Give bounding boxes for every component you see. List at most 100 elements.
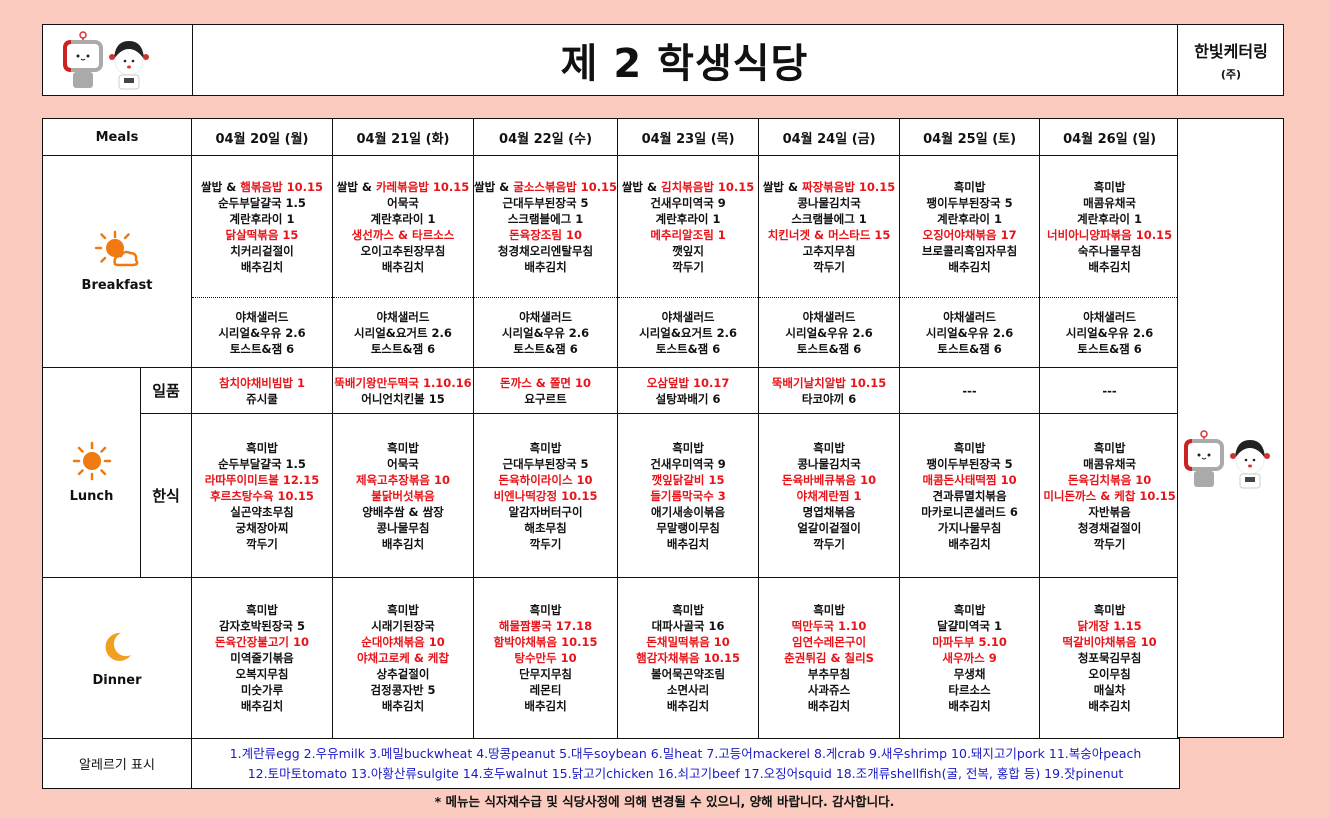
menu-item: 단무지무침 xyxy=(519,667,572,681)
menu-item-name: 깻잎닭갈비 15 xyxy=(651,472,725,487)
lunch-hansik-cell: 흑미밥 어묵국 제육고추장볶음 10 불닭버섯볶음 양배추쌈 & 쌈장 콩나물무침 배추김치 xyxy=(332,413,474,578)
menu-item: 깻잎닭갈비 15 xyxy=(618,472,758,488)
menu-item: 새우까스 9 xyxy=(900,650,1039,666)
menu-item: 배추김치 xyxy=(666,699,710,713)
menu-item: 불닭버섯볶음 xyxy=(333,488,473,504)
menu-item: 콩나물무침 xyxy=(376,520,430,535)
menu-item: 후르츠탕수육 10.15 xyxy=(192,488,332,504)
menu-item: 쌀밥 & 햄볶음밥 10.15 xyxy=(192,179,332,195)
menu-item: 깍두기 xyxy=(813,536,845,551)
menu-item: 떡갈비야채볶음 10 xyxy=(1040,634,1179,650)
menu-item: 돈까스 & 쫄면 10 xyxy=(474,375,617,391)
lunch-sub-ilpum: 일품 xyxy=(140,367,192,414)
menu-item-name: 돈육바베큐볶음 10 xyxy=(782,472,877,487)
menu-item: 오징어야채볶음 17 xyxy=(900,227,1039,243)
menu-item-name: 떡만두국 1.10 xyxy=(791,619,867,633)
mascot-logo xyxy=(43,25,193,95)
menu-item: 토스트&잼 6 xyxy=(229,341,295,356)
breakfast-extra-cell: 야채샐러드 시리얼&우유 2.6 토스트&잼 6 xyxy=(758,297,901,368)
dinner-cell: 흑미밥 시래기된장국 순대야채볶음 10 야채고로케 & 케찹 상추겉절이 검정콩자반 5… xyxy=(332,577,474,739)
menu-item-name: 떡갈비야채볶음 10 xyxy=(1062,635,1157,649)
menu-item: 흑미밥 xyxy=(672,603,704,617)
menu-item: 시리얼&우유 2.6 xyxy=(501,325,590,340)
menu-item-name: 굴소스볶음밥 10.15 xyxy=(513,179,618,194)
menu-item: 사과쥬스 xyxy=(807,683,851,697)
menu-item: 배추김치 xyxy=(948,699,991,713)
menu-item: 야채샐러드 xyxy=(802,309,856,324)
menu-item: 햄감자채볶음 10.15 xyxy=(618,650,758,666)
menu-item: 제육고추장볶음 10 xyxy=(333,472,473,488)
menu-item: 흑미밥 xyxy=(529,603,562,617)
menu-item-name: 함박야채볶음 10.15 xyxy=(493,635,598,649)
menu-item: 어묵국 xyxy=(387,195,419,210)
menu-item: 흑미밥 xyxy=(246,603,278,617)
menu-item-name: 닭살떡볶음 15 xyxy=(225,227,299,242)
menu-item: 얼갈이겉절이 xyxy=(797,520,861,535)
menu-item-prefix: 쌀밥 & xyxy=(201,179,241,194)
breakfast-extra-cell: 야채샐러드 시리얼&요거트 2.6 토스트&잼 6 xyxy=(617,297,760,368)
menu-item-name: 매콤돈사태떡찜 10 xyxy=(922,472,1017,487)
menu-item-name: 돈육장조림 10 xyxy=(509,227,582,242)
sun-cloud-icon xyxy=(95,230,139,267)
menu-item: 볼어묵곤약조림 xyxy=(651,667,726,681)
menu-item-name: 야채고로케 & 케찹 xyxy=(356,651,450,665)
menu-item: 토스트&잼 6 xyxy=(655,341,721,356)
breakfast-extra-cell: 야채샐러드 시리얼&우유 2.6 토스트&잼 6 xyxy=(899,297,1041,368)
menu-item: 깍두기 xyxy=(672,259,704,274)
menu-item: 토스트&잼 6 xyxy=(937,341,1002,356)
menu-item: 자반볶음 xyxy=(1088,504,1131,519)
menu-item: 숙주나물무침 xyxy=(1077,243,1142,258)
menu-item: 순대야채볶음 10 xyxy=(333,634,473,650)
lunch-ilpum-cell: 오삼덮밥 10.17 설탕꽈배기 6 xyxy=(617,367,760,414)
menu-item-prefix: 쌀밥 & xyxy=(474,179,514,194)
menu-item-name: 생선까스 & 타르소스 xyxy=(351,227,455,242)
menu-item: 팽이두부된장국 5 xyxy=(926,195,1013,210)
menu-item: 배추김치 xyxy=(1088,259,1131,274)
footer-notice: * 메뉴는 식자재수급 및 식당사정에 의해 변경될 수 있으니, 양해 바랍니… xyxy=(434,794,895,809)
menu-item: 계란후라이 1 xyxy=(937,211,1003,226)
breakfast-cell: 쌀밥 & 카레볶음밥 10.15 어묵국 계란후라이 1 생선까스 & 타르소스 오이고… xyxy=(332,155,474,298)
menu-item: 마파두부 5.10 xyxy=(900,634,1039,650)
menu-item-name: 춘권튀김 & 칠리S xyxy=(784,651,874,665)
breakfast-cell: 흑미밥 매콤유채국 계란후라이 1 너비아니양파볶음 10.15 숙주나물무침 배추김치 xyxy=(1039,155,1181,298)
menu-item: 어니언치킨볼 15 xyxy=(361,391,445,406)
menu-item: 야채고로케 & 케찹 xyxy=(333,650,473,666)
menu-item: 브로콜리흑임자무침 xyxy=(921,243,1018,258)
menu-item-name: 돈육하이라이스 10 xyxy=(498,472,593,487)
menu-item-name: 참치야채비빔밥 1 xyxy=(218,375,306,390)
dinner-cell: 흑미밥 떡만두국 1.10 임연수레몬구이 춘권튀김 & 칠리S 부추무침 사과쥬스 배추김… xyxy=(758,577,901,739)
menu-item: 깻잎지 xyxy=(672,243,704,258)
menu-item: 순두부달걀국 1.5 xyxy=(218,456,306,471)
day-header: 04월 22일 (수) xyxy=(472,118,619,156)
menu-item: 깍두기 xyxy=(1093,536,1126,551)
menu-item-prefix: 쌀밥 & xyxy=(762,179,803,194)
breakfast-cell: 흑미밥 팽이두부된장국 5 계란후라이 1 오징어야채볶음 17 브로콜리흑임자무침 배추… xyxy=(899,155,1041,298)
menu-item: 돈육장조림 10 xyxy=(474,227,617,243)
dinner-cell: 흑미밥 해물짬뽕국 17.18 함박야채볶음 10.15 탕수만두 10 단무지무침 레몬… xyxy=(472,577,619,739)
menu-item: 시리얼&우유 2.6 xyxy=(925,325,1014,340)
menu-item: 흑미밥 xyxy=(953,440,986,455)
menu-item: 애기새송이볶음 xyxy=(651,504,726,519)
page-title: 제 2 학생식당 xyxy=(560,41,809,87)
menu-item-name: 비엔나떡강정 10.15 xyxy=(493,488,598,503)
menu-item: 어묵국 xyxy=(387,456,419,471)
breakfast-extra-cell: 야채샐러드 시리얼&우유 2.6 토스트&잼 6 xyxy=(191,297,333,368)
menu-item: 부추무침 xyxy=(807,667,851,681)
breakfast-cell: 쌀밥 & 햄볶음밥 10.15 순두부달걀국 1.5 계란후라이 1 닭살떡볶음 15… xyxy=(191,155,333,298)
menu-item: 시래기된장국 xyxy=(371,619,435,633)
menu-item: 오삼덮밥 10.17 xyxy=(618,375,758,391)
menu-item: 해초무침 xyxy=(524,520,567,535)
breakfast-extra-cell: 야채샐러드 시리얼&우유 2.6 토스트&잼 6 xyxy=(1039,297,1181,368)
menu-item: 토스트&잼 6 xyxy=(513,341,578,356)
menu-item-name: 오징어야채볶음 17 xyxy=(922,227,1017,242)
menu-item-name: 마파두부 5.10 xyxy=(932,635,1007,649)
menu-item: 청포묵김무침 xyxy=(1077,651,1142,665)
menu-item: 소면사리 xyxy=(666,683,710,697)
menu-item: 건새우미역국 9 xyxy=(650,195,726,210)
menu-item: 쥬시쿨 xyxy=(246,391,278,406)
menu-item: 뚝배기날치알밥 10.15 xyxy=(759,375,899,391)
menu-item: 흑미밥 xyxy=(246,440,278,455)
dinner-cell: 흑미밥 대파사골국 16 돈채밀떡볶음 10 햄감자채볶음 10.15 볼어묵곤약조림 소… xyxy=(617,577,760,739)
